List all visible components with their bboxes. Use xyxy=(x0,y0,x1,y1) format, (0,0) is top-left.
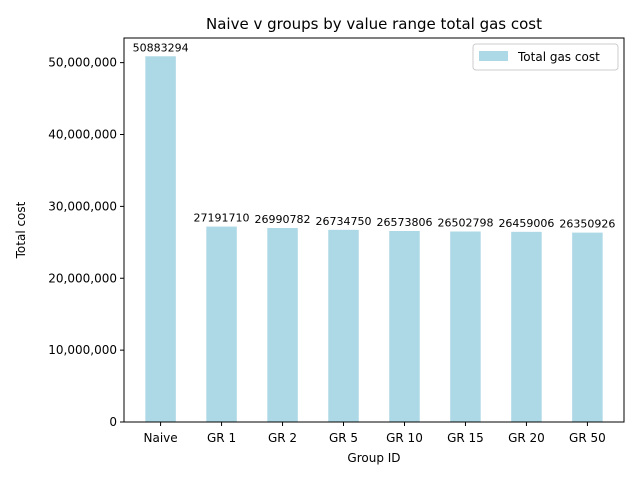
bar-gr-50 xyxy=(572,232,603,422)
y-tick-label: 20,000,000 xyxy=(48,271,117,285)
y-tick-label: 50,000,000 xyxy=(48,56,117,70)
bar-gr-15 xyxy=(450,231,481,422)
y-tick-label: 40,000,000 xyxy=(48,128,117,142)
chart-title: Naive v groups by value range total gas … xyxy=(206,15,542,33)
x-tick-label: GR 50 xyxy=(569,431,606,445)
x-tick-label: GR 15 xyxy=(447,431,484,445)
plot-frame xyxy=(123,37,625,423)
y-tick-label: 0 xyxy=(109,415,117,429)
legend-box xyxy=(472,43,619,71)
data-label: 26502798 xyxy=(437,217,493,230)
data-label: 27191710 xyxy=(194,212,250,225)
data-label: 26350926 xyxy=(559,218,615,231)
x-tick-label: GR 10 xyxy=(386,431,423,445)
bar-gr-5 xyxy=(328,229,359,422)
bar-naive xyxy=(145,56,176,423)
bar-gr-20 xyxy=(511,231,542,422)
x-tick-label: GR 2 xyxy=(268,431,297,445)
y-axis-label: Total cost xyxy=(14,201,28,259)
plot-area: 0 10,000,000 20,000,000 30,000,000 40,000,00… xyxy=(48,41,615,445)
data-label: 26734750 xyxy=(316,215,372,228)
x-tick-label: GR 1 xyxy=(207,431,236,445)
y-tick-label: 10,000,000 xyxy=(48,343,117,357)
legend: Total gas cost xyxy=(472,43,619,71)
x-tick-label: GR 5 xyxy=(329,431,358,445)
legend-swatch xyxy=(479,51,508,61)
x-tick-label: GR 20 xyxy=(508,431,545,445)
bar-gr-2 xyxy=(267,228,298,422)
legend-entry-total-gas-cost: Total gas cost xyxy=(517,50,600,64)
data-label: 50883294 xyxy=(133,41,189,54)
data-label: 26459006 xyxy=(498,217,554,230)
bar-gr-1 xyxy=(206,226,237,422)
data-label: 26573806 xyxy=(376,216,432,229)
x-axis-label: Group ID xyxy=(347,451,400,465)
bar-gr-10 xyxy=(389,231,420,422)
x-tick-label: Naive xyxy=(144,431,178,445)
data-label: 26990782 xyxy=(255,213,311,226)
y-tick-label: 30,000,000 xyxy=(48,199,117,213)
